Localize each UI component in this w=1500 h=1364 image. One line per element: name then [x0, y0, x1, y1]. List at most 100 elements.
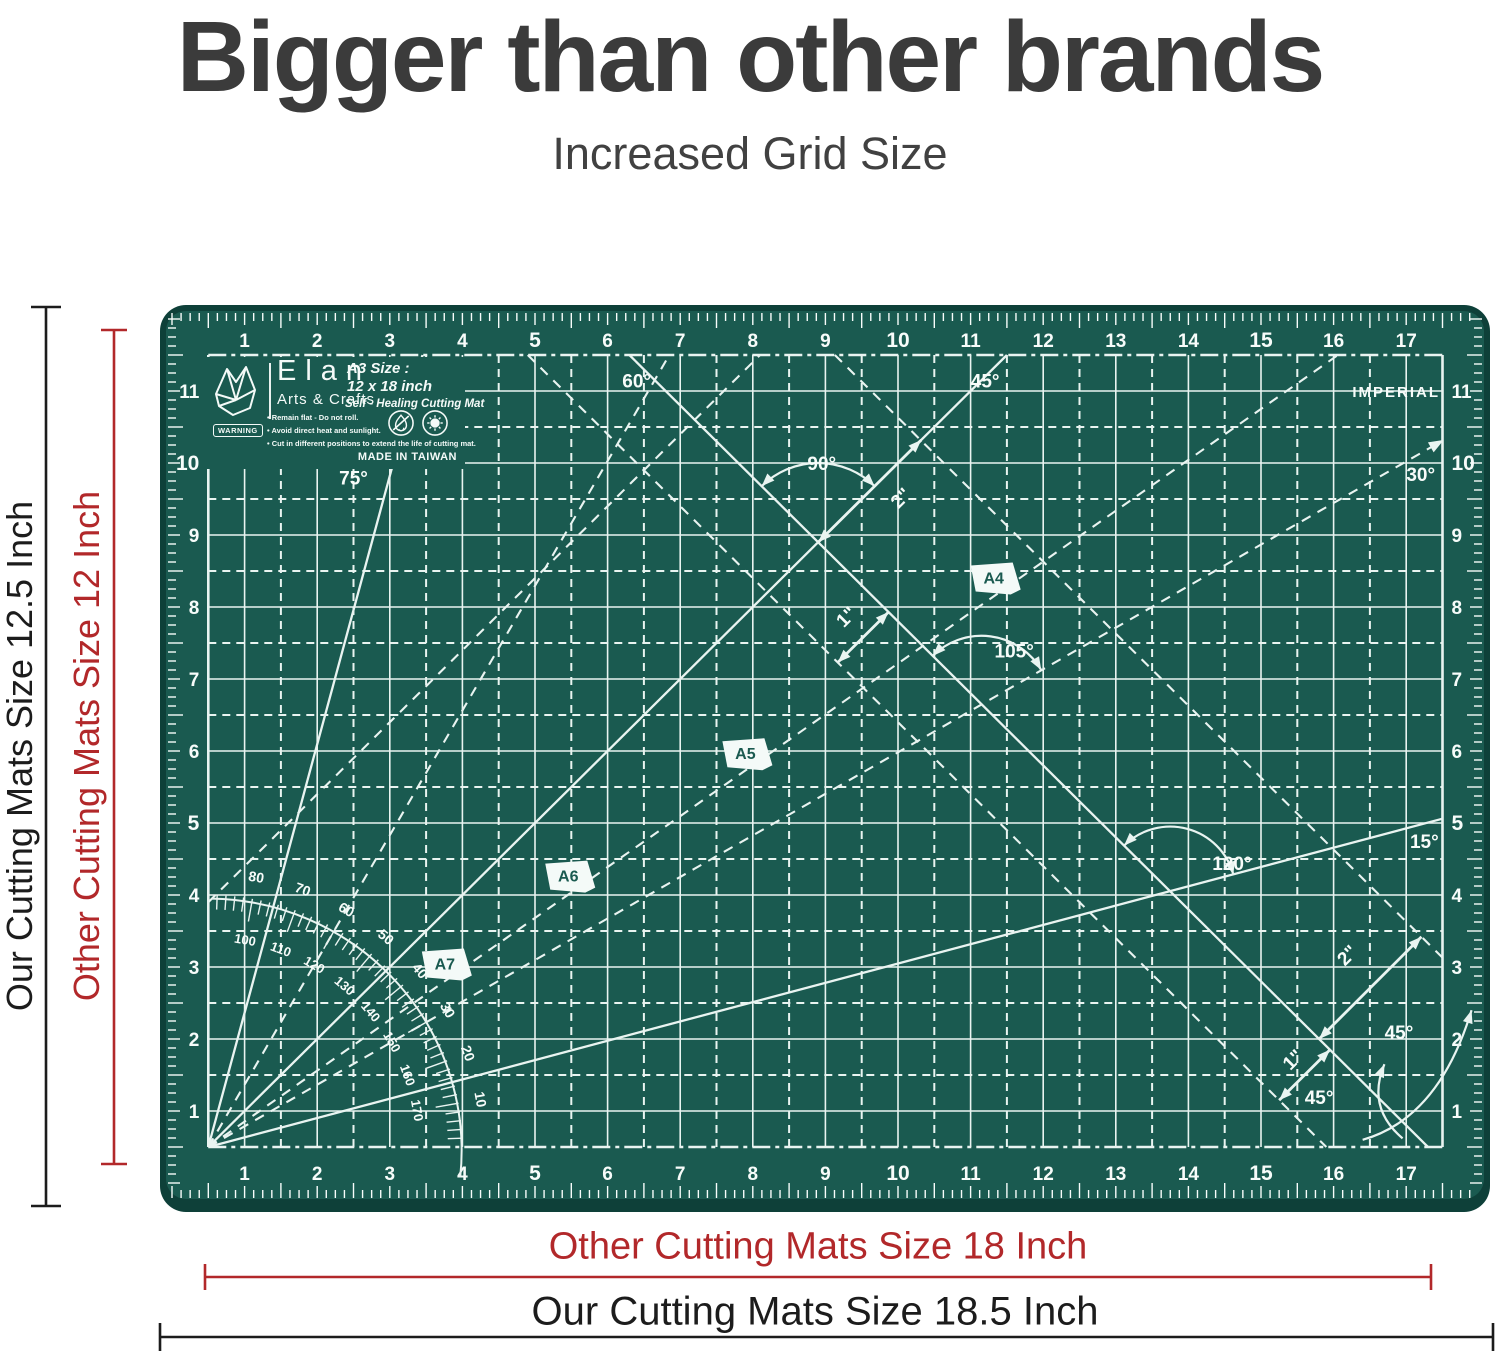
- vertical-size-label-other: Other Cutting Mats Size 12 Inch: [66, 490, 107, 1002]
- protractor-degree: 100: [233, 931, 257, 950]
- ruler-number-left: 1: [189, 1102, 200, 1123]
- angle-label: 30°: [1406, 465, 1435, 486]
- ruler-number-right: 9: [1452, 526, 1463, 547]
- angle-arc: [931, 634, 1043, 671]
- paper-size-label: A7: [435, 956, 456, 973]
- protractor-degree: 80: [247, 868, 265, 886]
- paper-size-flag: A4: [970, 562, 1021, 595]
- ruler-number-bottom: 14: [1178, 1164, 1200, 1185]
- ruler-number-top: 8: [748, 331, 759, 352]
- measurement-lines: [31, 305, 1495, 1351]
- diagonal-lines: [207, 354, 1444, 1149]
- size-label: A3 Size :: [347, 360, 410, 377]
- ruler-number-bottom: 8: [748, 1164, 759, 1185]
- ruler-number-bottom: 16: [1323, 1164, 1344, 1185]
- ruler-number-bottom: 4: [457, 1164, 468, 1185]
- ruler-ticks: [168, 313, 1482, 1198]
- paper-size-label: A6: [558, 869, 579, 886]
- ruler-number-bottom: 5: [529, 1162, 541, 1185]
- brand-name: Elan: [277, 355, 372, 387]
- ruler-number-top: 9: [820, 331, 831, 352]
- ruler-number-top: 7: [675, 331, 686, 352]
- ruler-number-left: 8: [189, 598, 200, 619]
- ruler-number-bottom: 17: [1396, 1164, 1417, 1185]
- angle-label: 75°: [339, 469, 368, 490]
- ruler-number-left: 2: [189, 1030, 200, 1051]
- page-subtitle: Increased Grid Size: [552, 128, 948, 179]
- ruler-number-top: 5: [529, 329, 541, 352]
- ruler-number-left: 9: [189, 526, 200, 547]
- logo-divider: [269, 363, 271, 419]
- ruler-number-top: 14: [1178, 331, 1200, 352]
- ruler-number-left: 7: [189, 670, 200, 691]
- no-heat-icon: [388, 410, 414, 436]
- ruler-number-left: 11: [179, 382, 200, 403]
- ruler-number-top: 12: [1033, 331, 1054, 352]
- horizontal-size-label-our: Our Cutting Mats Size 18.5 Inch: [531, 1289, 1099, 1334]
- horizontal-size-label-other: Other Cutting Mats Size 18 Inch: [548, 1225, 1088, 1268]
- ruler-number-top: 1: [239, 331, 250, 352]
- ruler-number-top: 3: [385, 331, 396, 352]
- angle-label: 45°: [1305, 1088, 1334, 1109]
- ruler-number-left: 5: [188, 812, 200, 835]
- angle-label: 105°: [995, 641, 1034, 662]
- ruler-number-right: 4: [1452, 886, 1463, 907]
- ruler-number-left: 6: [189, 742, 200, 763]
- angle-label: 120°: [1212, 854, 1251, 875]
- page-title: Bigger than other brands: [176, 1, 1326, 113]
- angle-arc: [1123, 825, 1235, 875]
- angle-arc: [760, 461, 876, 487]
- ruler-number-bottom: 12: [1033, 1164, 1054, 1185]
- brand-division: Arts & Crafts: [277, 391, 376, 408]
- paper-size-flag: A5: [722, 738, 773, 771]
- sunlight-icon: [422, 410, 448, 436]
- protractor-degree: 110: [268, 939, 293, 960]
- angle-label: 45°: [971, 371, 1000, 392]
- paper-size-flag: A6: [545, 860, 596, 893]
- paper-size-label: A4: [983, 571, 1004, 588]
- ruler-number-right: 10: [1452, 452, 1475, 475]
- protractor-degree: 60: [336, 899, 358, 921]
- grid-boundary: [207, 353, 1444, 1149]
- origin-label: MADE IN TAIWAN: [357, 451, 457, 463]
- ruler-number-left: 10: [176, 452, 199, 475]
- ruler-number-right: 3: [1452, 958, 1463, 979]
- protractor-degree: 20: [458, 1043, 478, 1063]
- ruler-number-bottom: 10: [886, 1162, 909, 1185]
- ruler-number-left: 4: [189, 886, 200, 907]
- protractor-degree: 30: [437, 999, 459, 1021]
- ruler-number-top: 16: [1323, 331, 1344, 352]
- care-line: Avoid direct heat and sunlight.: [267, 424, 467, 437]
- angle-curve: [1362, 1009, 1473, 1141]
- ruler-number-right: 6: [1452, 742, 1463, 763]
- imperial-label: IMPERIAL: [1352, 384, 1440, 401]
- ruler-number-right: 2: [1452, 1030, 1463, 1051]
- fox-logo-icon: [215, 366, 256, 416]
- ruler-number-top: 15: [1249, 329, 1273, 352]
- ruler-number-bottom: 13: [1105, 1164, 1126, 1185]
- ruler-number-left: 3: [189, 958, 200, 979]
- paper-size-label: A5: [735, 746, 756, 763]
- size-value: 12 x 18 inch: [347, 378, 433, 395]
- ruler-number-bottom: 15: [1249, 1162, 1273, 1185]
- vertical-size-label-our: Our Cutting Mats Size 12.5 Inch: [0, 500, 40, 1012]
- ruler-number-right: 5: [1452, 812, 1464, 835]
- protractor-degree: 160: [397, 1062, 419, 1088]
- product-name: Self - Healing Cutting Mat: [345, 398, 485, 410]
- grid-inch-lines: [208, 355, 1443, 1147]
- protractor-degree: 170: [408, 1098, 427, 1122]
- ruler-number-bottom: 7: [675, 1164, 686, 1185]
- care-line: Remain flat - Do not roll.: [267, 411, 467, 424]
- ruler-number-top: 4: [457, 331, 468, 352]
- ruler-number-right: 1: [1452, 1102, 1463, 1123]
- ruler-number-top: 6: [602, 331, 613, 352]
- angle-label: 45°: [1385, 1023, 1414, 1044]
- ruler-number-bottom: 6: [602, 1164, 613, 1185]
- angle-label: 15°: [1410, 832, 1439, 853]
- ruler-number-bottom: 9: [820, 1164, 831, 1185]
- brand-block: Elan Arts & Crafts A3 Size : 12 x 18 inc…: [205, 355, 484, 469]
- protractor-degree: 10: [471, 1090, 489, 1108]
- care-instructions: Remain flat - Do not roll. Avoid direct …: [267, 411, 475, 450]
